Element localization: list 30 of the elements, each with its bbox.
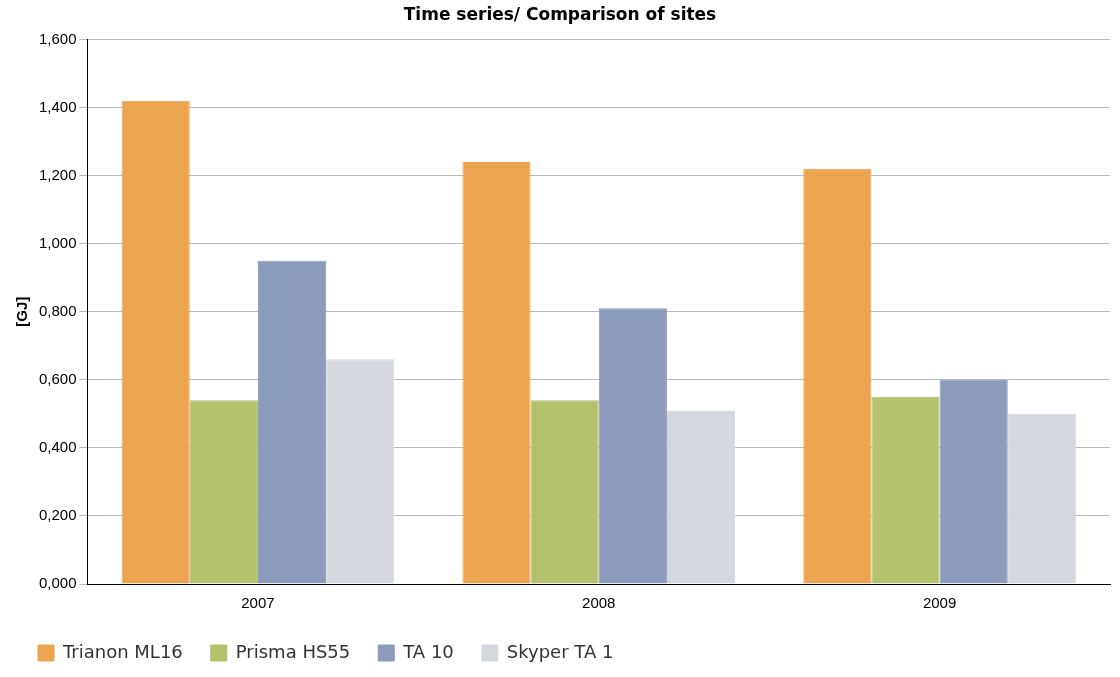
y-tick-label: 0,600 <box>38 369 77 387</box>
bar <box>871 396 940 584</box>
y-tick-label: 1,000 <box>38 233 77 251</box>
bar <box>803 168 872 584</box>
x-tick-label: 2009 <box>922 594 957 612</box>
y-tick-label: 0,200 <box>38 506 77 524</box>
bar <box>326 359 395 584</box>
bar <box>462 161 531 584</box>
x-tick-label: 2007 <box>241 594 275 612</box>
bar <box>1007 413 1076 584</box>
y-tick-label: 0,800 <box>38 301 77 319</box>
bar <box>666 410 736 584</box>
bar <box>121 100 190 584</box>
legend-label: Skyper TA 1 <box>506 640 614 662</box>
legend-label: Trianon ML16 <box>62 640 183 662</box>
bar <box>189 400 258 584</box>
y-tick-label: 1,600 <box>38 29 77 47</box>
x-tick-label: 2008 <box>582 594 616 612</box>
bar <box>939 379 1008 584</box>
chart-title: Time series/ Comparison of sites <box>403 3 717 24</box>
bar <box>598 308 667 584</box>
y-tick-label: 1,200 <box>38 165 77 183</box>
bar <box>257 260 327 584</box>
y-tick-label: 0,000 <box>38 574 77 592</box>
bar <box>530 400 599 584</box>
y-axis-title: [GJ] <box>13 296 31 327</box>
y-tick-label: 0,400 <box>38 437 77 455</box>
y-tick-label: 1,400 <box>38 97 77 115</box>
legend-label: Prisma HS55 <box>235 640 351 662</box>
legend-label: TA 10 <box>402 640 454 662</box>
